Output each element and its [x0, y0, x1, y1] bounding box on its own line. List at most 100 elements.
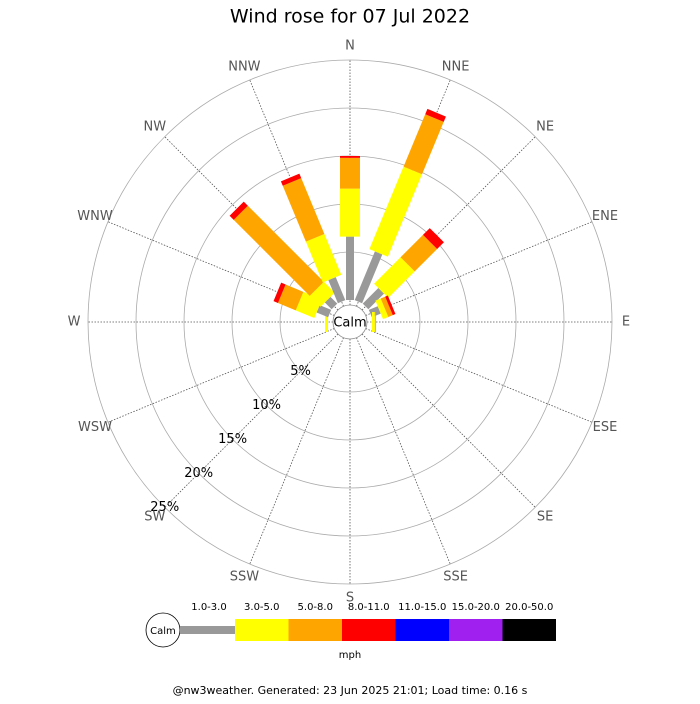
direction-line	[356, 337, 451, 565]
rose-segment	[349, 338, 368, 347]
direction-line	[249, 337, 344, 565]
legend-swatch	[502, 619, 556, 641]
direction-label: N	[345, 39, 355, 54]
rose-segment	[374, 257, 415, 298]
legend-label: 15.0-20.0	[452, 602, 500, 613]
rose-segment	[337, 340, 346, 344]
rose-segment	[349, 338, 368, 347]
direction-label: WNW	[77, 209, 113, 224]
direction-label: ENE	[592, 209, 618, 224]
rose-segment	[425, 108, 446, 122]
ring-label: 5%	[290, 364, 311, 379]
rose-segment	[340, 156, 360, 158]
rose-segment	[305, 233, 342, 283]
direction-label: SSW	[230, 569, 260, 584]
direction-label: NNE	[442, 60, 470, 75]
rose-segment	[277, 284, 304, 311]
rose-segment	[372, 312, 375, 332]
rose-segment	[362, 288, 384, 310]
rose-segment	[422, 228, 444, 250]
rose-segment	[328, 326, 332, 335]
direction-label: NNW	[228, 60, 260, 75]
chart-title: Wind rose for 07 Jul 2022	[230, 6, 470, 28]
ring	[135, 107, 565, 537]
direction-line	[164, 136, 339, 311]
legend-label: 20.0-50.0	[505, 602, 553, 613]
legend-swatch	[288, 619, 342, 641]
direction-label: SE	[537, 510, 553, 525]
legend-swatch	[235, 619, 289, 641]
rose-segment	[374, 312, 376, 332]
legend-swatch	[449, 619, 503, 641]
rose-segment	[369, 166, 423, 257]
rose-segment	[332, 338, 351, 347]
rose-segment	[380, 296, 393, 317]
calm-label: Calm	[333, 316, 366, 331]
legend-swatch	[395, 619, 449, 641]
rose-segment	[328, 277, 346, 304]
direction-label: NE	[536, 119, 554, 134]
ring-label: 15%	[218, 432, 247, 447]
rose-segment	[349, 338, 368, 347]
rose-segment	[309, 281, 335, 307]
rose-segment	[400, 234, 438, 272]
direction-label: S	[346, 591, 354, 606]
direction-label: NW	[144, 119, 167, 134]
direction-line	[365, 328, 593, 423]
legend-label: 1.0-3.0	[191, 602, 226, 613]
rose-segment	[368, 326, 372, 335]
rose-segment	[316, 305, 332, 318]
rose-segment	[362, 334, 369, 341]
legend-label: 8.0-11.0	[348, 602, 390, 613]
rose-segment	[346, 236, 354, 300]
rose-segment	[375, 298, 389, 320]
legend-swatch	[342, 619, 396, 641]
rose-segment	[349, 338, 368, 347]
rose-segment	[332, 338, 351, 347]
ring-label: 20%	[184, 466, 213, 481]
legend-label: 3.0-5.0	[244, 602, 279, 613]
direction-label: E	[622, 315, 630, 330]
rose-segment	[280, 173, 302, 186]
direction-line	[107, 221, 335, 316]
rose-segment	[368, 306, 381, 318]
rose-segment	[354, 251, 383, 304]
rose-segment	[340, 188, 360, 237]
calm-circle	[332, 304, 368, 340]
rose-segment	[349, 338, 368, 347]
rose-segment	[332, 338, 351, 347]
rose-segment	[403, 114, 444, 175]
rose-segment	[325, 312, 328, 332]
rose-segment	[332, 338, 351, 347]
direction-line	[107, 328, 335, 423]
rose-segment	[385, 295, 396, 316]
legend-label: 11.0-15.0	[398, 602, 446, 613]
legend-swatch	[180, 626, 235, 634]
rose-segment	[332, 338, 351, 347]
rose-segment	[282, 178, 325, 242]
direction-label: ESE	[593, 420, 618, 435]
ring-label: 10%	[252, 398, 281, 413]
rose-segment	[324, 296, 338, 310]
direction-label: SW	[144, 510, 165, 525]
direction-line	[164, 333, 339, 508]
direction-line	[361, 136, 536, 311]
rose-segment	[229, 201, 248, 220]
rose-segment	[273, 282, 286, 303]
legend-label: 5.0-8.0	[298, 602, 333, 613]
rose-segment	[233, 205, 324, 296]
rose-segment	[354, 340, 363, 344]
direction-label: W	[68, 315, 81, 330]
footer: @nw3weather. Generated: 23 Jun 2025 21:0…	[173, 684, 528, 697]
rose-segment	[332, 338, 351, 347]
unit-label: mph	[339, 650, 361, 661]
rose-segment	[349, 338, 368, 347]
legend-calm-label: Calm	[150, 626, 176, 637]
direction-line	[361, 333, 536, 508]
direction-line	[365, 221, 593, 316]
direction-label: WSW	[78, 420, 112, 435]
rose-segment	[340, 157, 360, 189]
direction-label: SSE	[443, 569, 468, 584]
